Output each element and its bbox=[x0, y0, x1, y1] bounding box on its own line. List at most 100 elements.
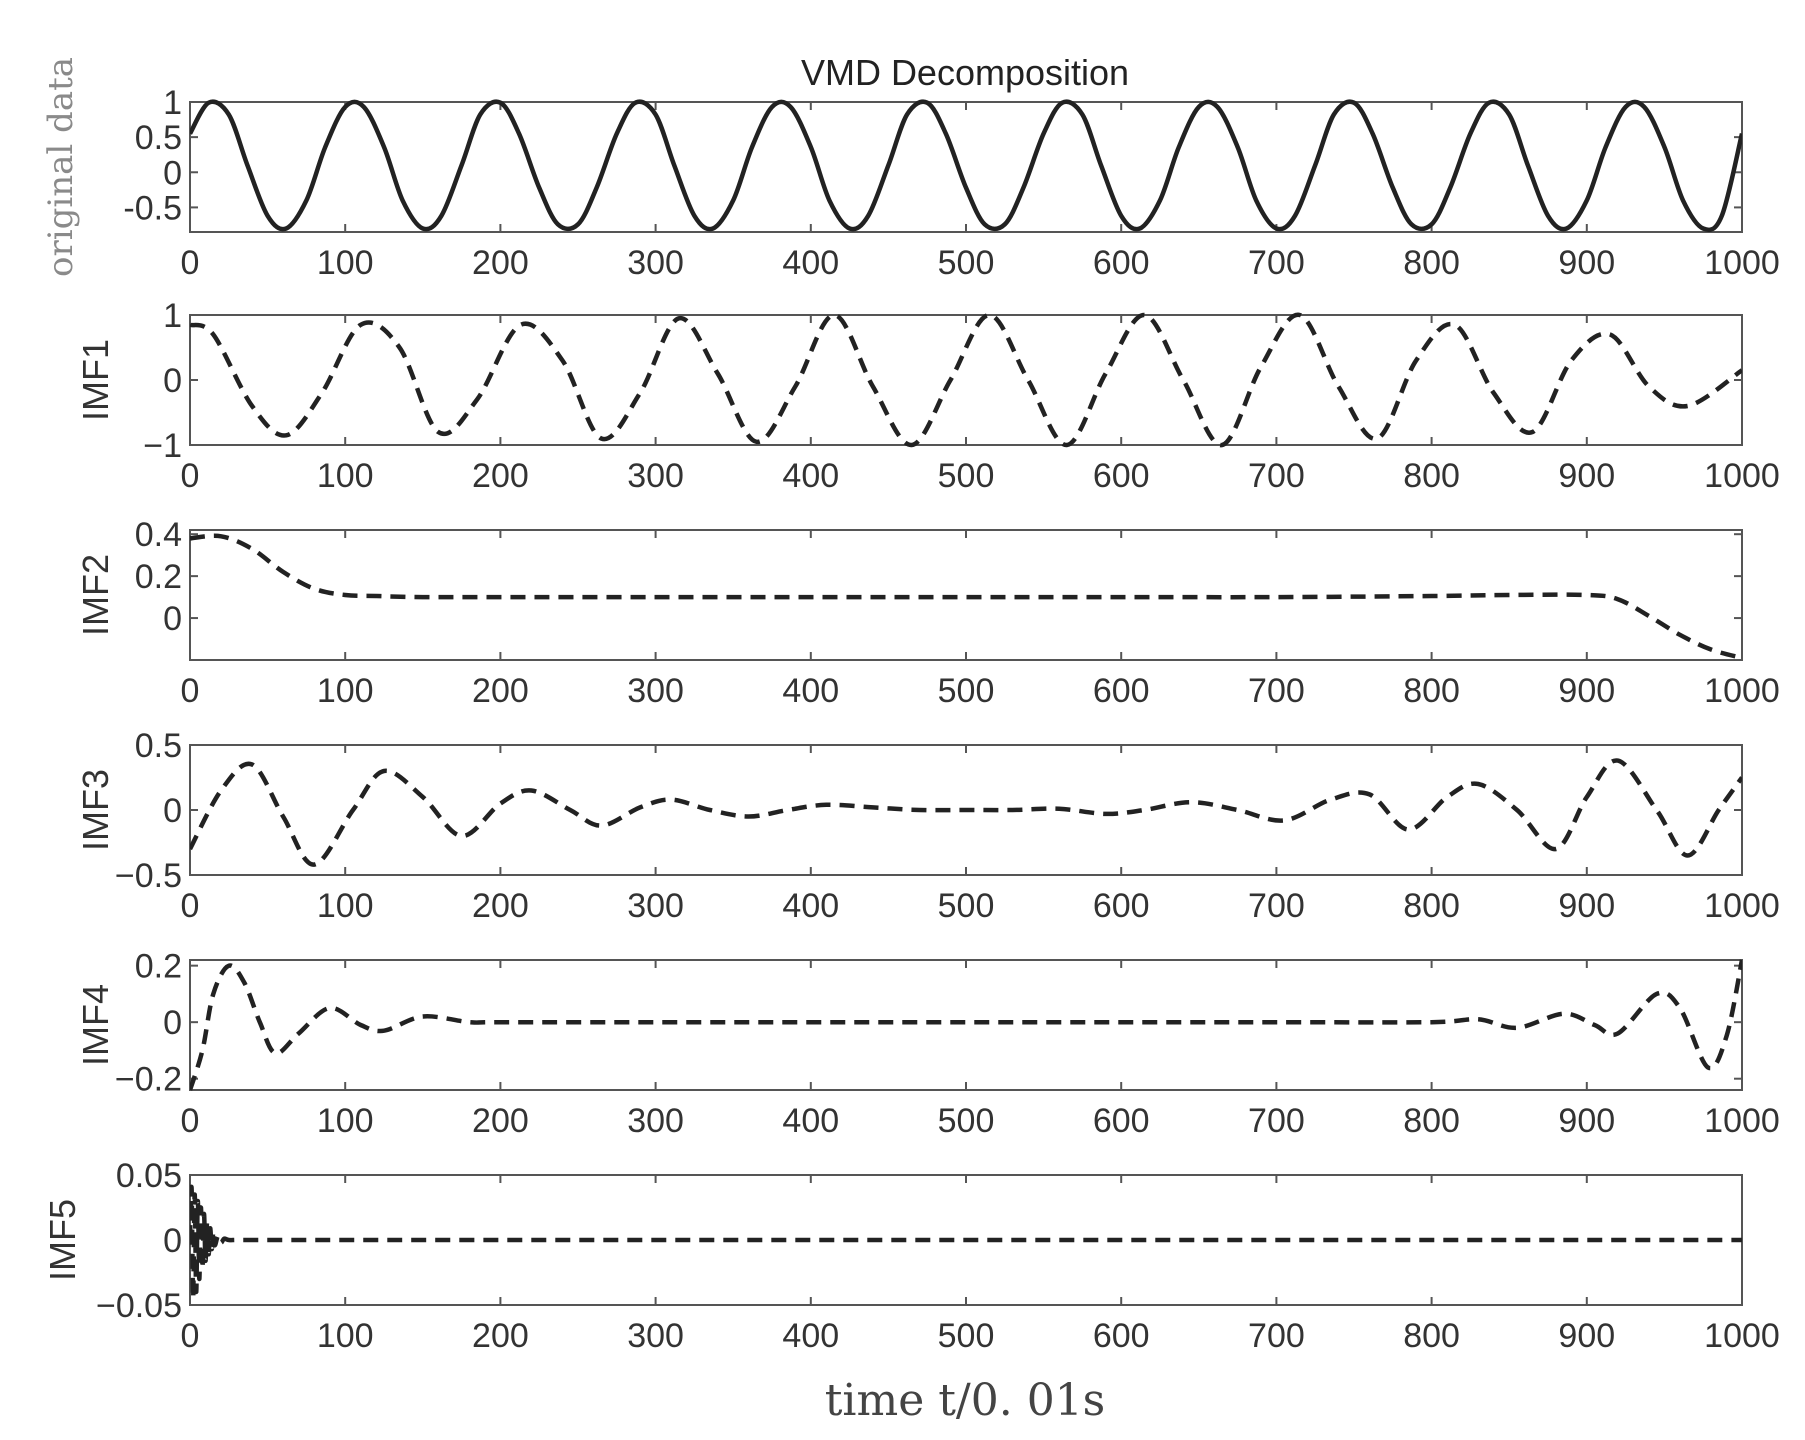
x-tick-label: 800 bbox=[1403, 1102, 1460, 1140]
plot-frame bbox=[189, 101, 1743, 233]
series-line bbox=[190, 312, 1742, 448]
y-tick-label: 1 bbox=[163, 84, 182, 122]
x-tick-label: 900 bbox=[1558, 1317, 1615, 1355]
x-tick-label: 400 bbox=[782, 244, 839, 282]
series-line bbox=[190, 959, 1742, 1091]
y-tick-label: −0.5 bbox=[115, 857, 182, 895]
y-axis-label: IMF2 bbox=[75, 554, 116, 636]
y-tick-label: −1 bbox=[143, 427, 182, 465]
y-axis-label: original data bbox=[41, 57, 81, 277]
x-tick-label: 500 bbox=[938, 887, 995, 925]
y-axis-label: IMF1 bbox=[75, 339, 116, 421]
x-tick-label: 900 bbox=[1558, 457, 1615, 495]
x-tick-label: 200 bbox=[472, 457, 529, 495]
x-tick-label: 1000 bbox=[1704, 457, 1780, 495]
x-tick-label: 0 bbox=[181, 672, 200, 710]
x-tick-label: 100 bbox=[317, 672, 374, 710]
x-tick-label: 400 bbox=[782, 457, 839, 495]
x-tick-label: 1000 bbox=[1704, 1317, 1780, 1355]
x-tick-label: 900 bbox=[1558, 672, 1615, 710]
x-tick-label: 800 bbox=[1403, 1317, 1460, 1355]
x-tick-label: 300 bbox=[627, 1102, 684, 1140]
x-tick-label: 200 bbox=[472, 672, 529, 710]
x-tick-label: 600 bbox=[1093, 457, 1150, 495]
x-tick-label: 300 bbox=[627, 887, 684, 925]
x-tick-label: 700 bbox=[1248, 1102, 1305, 1140]
x-tick-label: 100 bbox=[317, 1317, 374, 1355]
subplot-4: 0 100 200 300 400 500 600 700 800 900 10000.50−0.5… bbox=[75, 727, 1780, 925]
y-tick-label: 0.2 bbox=[135, 948, 182, 986]
x-tick-label: 200 bbox=[472, 887, 529, 925]
x-tick-label: 400 bbox=[782, 1317, 839, 1355]
y-axis-label: IMF4 bbox=[75, 984, 116, 1066]
y-tick-label: 0 bbox=[163, 362, 182, 400]
x-tick-label: 700 bbox=[1248, 672, 1305, 710]
x-tick-label: 100 bbox=[317, 887, 374, 925]
x-tick-label: 500 bbox=[938, 672, 995, 710]
y-tick-label: 0 bbox=[163, 600, 182, 638]
plot-frame bbox=[189, 959, 1743, 1091]
y-tick-label: 0.5 bbox=[135, 119, 182, 157]
x-tick-label: 500 bbox=[938, 1317, 995, 1355]
y-tick-label: 0.05 bbox=[116, 1157, 182, 1195]
x-tick-label: 400 bbox=[782, 887, 839, 925]
y-tick-label: -0.5 bbox=[123, 189, 182, 227]
x-tick-label: 1000 bbox=[1704, 887, 1780, 925]
subplot-3: 0 100 200 300 400 500 600 700 800 900 1000 0.4 0.2 0 I… bbox=[75, 516, 1780, 710]
y-tick-label: 0.2 bbox=[135, 558, 182, 596]
x-tick-label: 700 bbox=[1248, 887, 1305, 925]
x-tick-label: 500 bbox=[938, 244, 995, 282]
plot-frame bbox=[189, 314, 1743, 446]
x-tick-label: 800 bbox=[1403, 672, 1460, 710]
y-axis-label: IMF3 bbox=[75, 769, 116, 851]
x-tick-label: 600 bbox=[1093, 672, 1150, 710]
x-tick-label: 100 bbox=[317, 457, 374, 495]
x-tick-label: 700 bbox=[1248, 457, 1305, 495]
x-tick-label: 1000 bbox=[1704, 1102, 1780, 1140]
x-tick-label: 400 bbox=[782, 1102, 839, 1140]
x-tick-label: 200 bbox=[472, 244, 529, 282]
series-line bbox=[190, 533, 1742, 661]
x-tick-label: 200 bbox=[472, 1317, 529, 1355]
x-tick-label: 100 bbox=[317, 244, 374, 282]
y-tick-label: 0 bbox=[163, 792, 182, 830]
x-axis-label: time t/0. 01s bbox=[825, 1375, 1106, 1426]
x-tick-label: 600 bbox=[1093, 1102, 1150, 1140]
x-tick-label: 900 bbox=[1558, 1102, 1615, 1140]
series-line bbox=[190, 758, 1742, 867]
x-tick-label: 800 bbox=[1403, 457, 1460, 495]
x-tick-label: 700 bbox=[1248, 244, 1305, 282]
y-tick-label: 1 bbox=[163, 297, 182, 335]
subplot-1: 0 100 200 300 400 500 600 700 800 900 100010.50-0.… bbox=[41, 57, 1780, 282]
x-tick-label: 0 bbox=[181, 1317, 200, 1355]
subplot-5: 0 100 200 300 400 500 600 700 800 900 10000.20−0.2… bbox=[75, 948, 1780, 1140]
x-tick-label: 0 bbox=[181, 1102, 200, 1140]
x-tick-label: 900 bbox=[1558, 887, 1615, 925]
x-tick-label: 300 bbox=[627, 457, 684, 495]
y-tick-label: −0.2 bbox=[115, 1061, 182, 1099]
x-tick-label: 600 bbox=[1093, 244, 1150, 282]
y-tick-label: −0.05 bbox=[96, 1287, 182, 1325]
x-tick-label: 800 bbox=[1403, 244, 1460, 282]
x-tick-label: 1000 bbox=[1704, 672, 1780, 710]
x-tick-label: 600 bbox=[1093, 887, 1150, 925]
x-tick-label: 1000 bbox=[1704, 244, 1780, 282]
chart-title: VMD Decomposition bbox=[801, 52, 1129, 93]
x-tick-label: 300 bbox=[627, 672, 684, 710]
x-tick-label: 800 bbox=[1403, 887, 1460, 925]
x-tick-label: 100 bbox=[317, 1102, 374, 1140]
x-tick-label: 500 bbox=[938, 1102, 995, 1140]
x-tick-label: 0 bbox=[181, 887, 200, 925]
x-tick-label: 400 bbox=[782, 672, 839, 710]
x-tick-label: 500 bbox=[938, 457, 995, 495]
x-tick-label: 900 bbox=[1558, 244, 1615, 282]
series-line bbox=[190, 1184, 1742, 1301]
series-line bbox=[190, 99, 1742, 233]
subplot-stack: 0 100 200 300 400 500 600 700 800 900 100010.50-0.… bbox=[41, 57, 1780, 1355]
y-tick-label: 0.5 bbox=[135, 727, 182, 765]
subplot-6: 0 100 200 300 400 500 600 700 800 900 10000.050−0.… bbox=[42, 1157, 1780, 1355]
y-axis-label: IMF5 bbox=[42, 1199, 83, 1281]
y-tick-label: 0 bbox=[163, 1222, 182, 1260]
